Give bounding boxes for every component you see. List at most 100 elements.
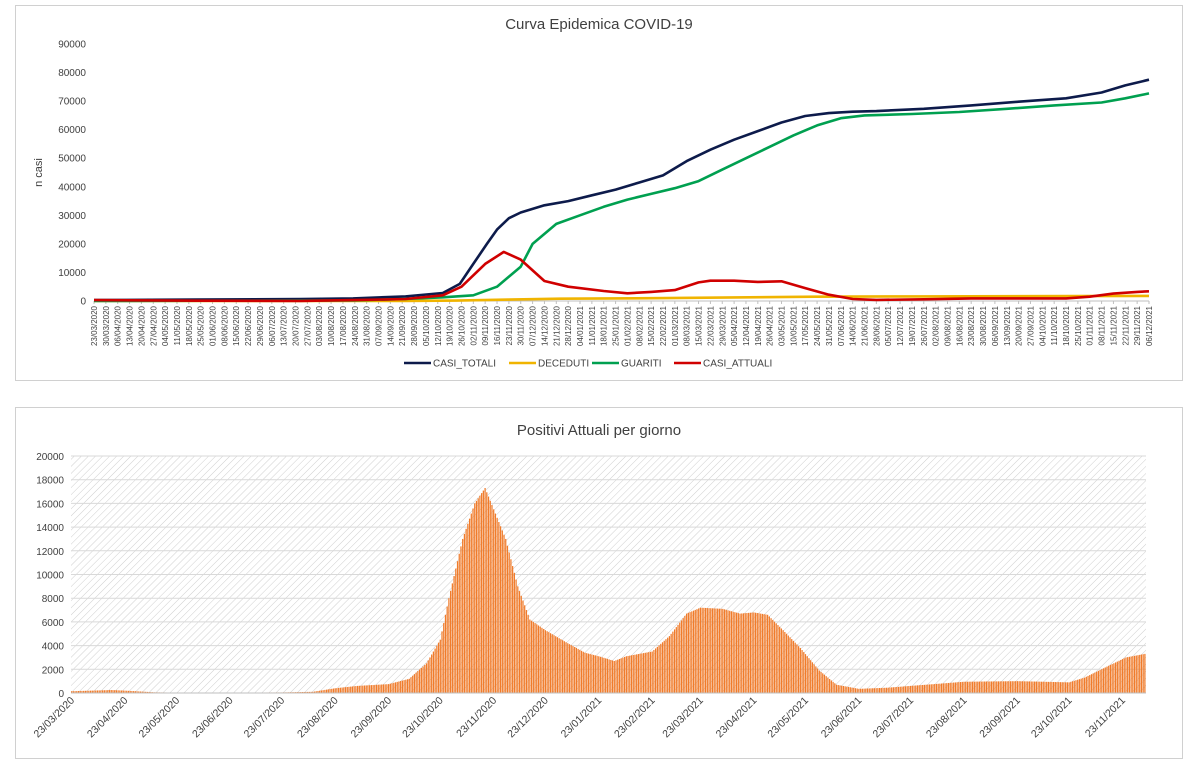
bar [829, 679, 831, 693]
bar [122, 690, 124, 693]
bar [904, 686, 907, 693]
bar [450, 590, 452, 693]
bar [510, 559, 512, 693]
bar [620, 658, 622, 693]
bar [487, 496, 490, 693]
bar [923, 684, 925, 693]
bar [419, 669, 421, 693]
bar [100, 690, 102, 693]
bar [1111, 664, 1113, 693]
bar [484, 488, 486, 693]
x-tick-label: 30/03/2020 [102, 305, 111, 346]
bar [711, 608, 714, 693]
bar [119, 690, 121, 693]
x-tick-label: 19/04/2021 [754, 305, 763, 346]
bar [596, 655, 598, 693]
bar [1077, 679, 1079, 693]
bar [512, 566, 514, 693]
bar [312, 691, 314, 693]
x-tick-label: 18/10/2021 [1062, 305, 1071, 346]
bar [994, 681, 996, 693]
bar [1068, 682, 1070, 693]
bar [655, 648, 657, 693]
x-tick-label: 07/12/2020 [529, 305, 538, 346]
bar [482, 490, 484, 693]
bar [493, 509, 495, 693]
bar [913, 685, 915, 693]
legend-label: GUARITI [621, 359, 662, 370]
y-tick-label: 0 [80, 297, 86, 308]
bar [746, 613, 748, 693]
bar [313, 691, 316, 693]
bar [956, 682, 958, 693]
x-tick-label: 31/05/2021 [825, 305, 834, 346]
bar [365, 685, 367, 693]
x-tick-label: 27/04/2020 [149, 305, 158, 346]
x-tick-label: 23/11/2020 [505, 305, 514, 345]
bar [1108, 665, 1110, 693]
bar [114, 690, 116, 693]
bar [935, 683, 938, 693]
bar [503, 534, 505, 693]
bar [93, 690, 95, 693]
bar [972, 681, 974, 693]
bar [475, 500, 478, 693]
x-tick-label: 25/01/2021 [612, 305, 621, 346]
bar [613, 661, 615, 693]
bar [1063, 682, 1065, 693]
bar [379, 684, 381, 693]
x-tick-label: 25/10/2021 [1074, 305, 1083, 346]
bar [594, 655, 596, 693]
bar [1121, 659, 1124, 693]
bar [796, 644, 798, 693]
x-tick-label: 09/08/2021 [943, 305, 952, 346]
bar [474, 503, 476, 693]
bar [303, 691, 305, 693]
bar [344, 687, 347, 693]
bar [1090, 674, 1093, 693]
bar [813, 664, 815, 693]
y-tick-label: 6000 [42, 618, 65, 629]
bar [811, 662, 814, 693]
bar [544, 630, 546, 693]
bar [863, 688, 865, 693]
bar [574, 647, 576, 693]
bar [1113, 663, 1115, 693]
bar [138, 691, 140, 693]
bar [798, 646, 800, 693]
bar [760, 613, 762, 693]
bar [670, 633, 672, 693]
bar [1027, 681, 1029, 693]
bar [887, 687, 889, 693]
bar [922, 684, 924, 693]
bar [356, 685, 359, 693]
bar [980, 681, 982, 693]
bar [598, 656, 600, 693]
bar [589, 654, 591, 693]
bar [305, 691, 307, 693]
bar [88, 690, 90, 693]
bar [470, 513, 472, 693]
x-tick-label: 26/10/2020 [457, 305, 466, 346]
y-tick-label: 10000 [58, 268, 86, 279]
bar [686, 613, 688, 693]
bar [394, 682, 397, 693]
x-tick-label: 16/11/2020 [493, 305, 502, 345]
bar [770, 618, 772, 693]
bar [370, 685, 372, 693]
bar [103, 690, 105, 693]
y-tick-label: 60000 [58, 125, 86, 136]
bar [1065, 682, 1067, 693]
bar [115, 690, 118, 693]
bar [1144, 653, 1146, 693]
bar [985, 681, 988, 693]
x-tick-label: 20/04/2020 [137, 305, 146, 346]
bar [1046, 681, 1048, 693]
y-tick-label: 14000 [36, 523, 64, 534]
x-tick-label: 12/04/2021 [742, 305, 751, 346]
bar [637, 654, 640, 693]
bar [909, 685, 912, 693]
bar [136, 691, 138, 693]
bar [363, 685, 366, 693]
bar [1127, 657, 1129, 693]
